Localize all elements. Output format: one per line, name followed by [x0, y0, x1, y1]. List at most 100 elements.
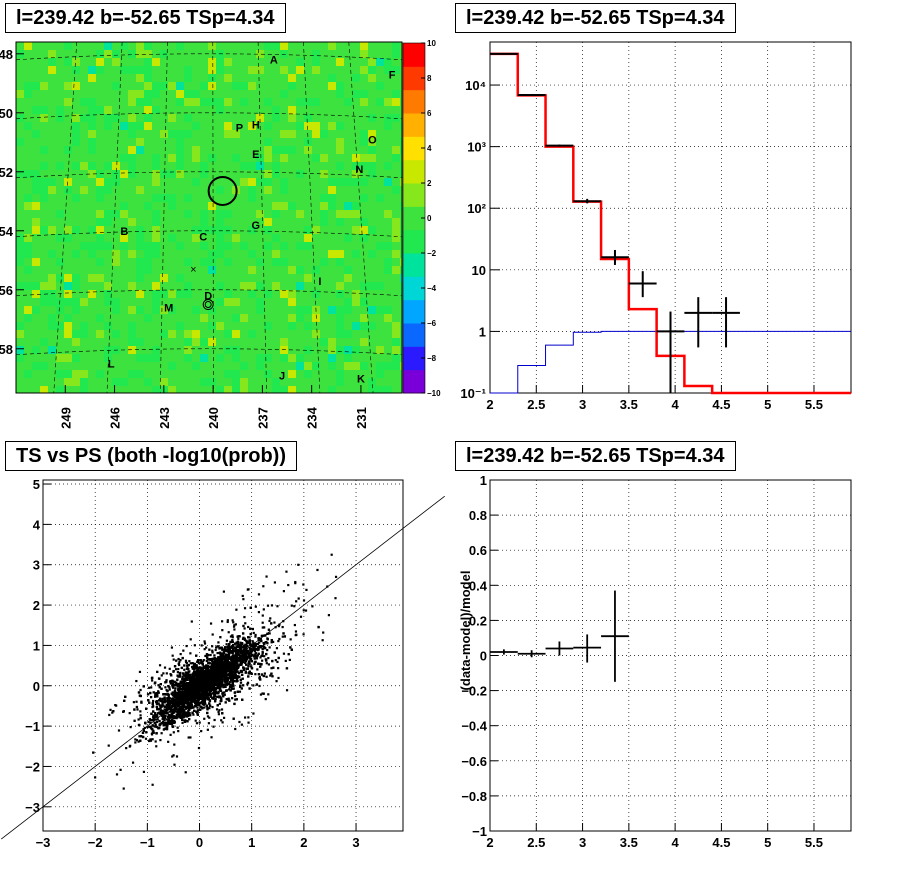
skymap-pixel [368, 114, 376, 122]
skymap-pixel [120, 338, 128, 346]
skymap-pixel [208, 362, 216, 370]
skymap-y-tick-label: -54 [0, 224, 14, 239]
skymap-pixel [192, 290, 200, 298]
skymap-pixel [72, 98, 80, 106]
skymap-pixel [320, 314, 328, 322]
skymap-pixel [264, 370, 272, 378]
skymap-pixel [376, 138, 384, 146]
skymap-pixel [376, 242, 384, 250]
skymap-pixel [360, 146, 368, 154]
skymap-pixel [224, 378, 232, 386]
skymap-pixel [224, 210, 232, 218]
skymap-pixel [232, 114, 240, 122]
skymap-pixel [296, 146, 304, 154]
skymap-pixel [136, 122, 144, 130]
scatter-point [216, 651, 219, 655]
skymap-pixel [144, 274, 152, 282]
skymap-pixel [368, 138, 376, 146]
scatter-point [186, 666, 189, 669]
skymap-pixel [392, 266, 400, 274]
skymap-pixel [128, 250, 136, 258]
scatter-point [254, 635, 257, 638]
skymap-pixel [88, 90, 96, 98]
skymap-pixel [224, 346, 232, 354]
skymap-pixel [272, 306, 280, 314]
skymap-pixel [296, 330, 304, 338]
skymap-pixel [352, 154, 360, 162]
skymap-pixel [136, 50, 144, 58]
skymap-pixel [48, 122, 56, 130]
skymap-pixel [32, 138, 40, 146]
skymap-pixel [280, 218, 288, 226]
skymap-pixel [160, 162, 168, 170]
skymap-pixel [32, 154, 40, 162]
skymap-pixel [56, 138, 64, 146]
skymap-pixel [144, 178, 152, 186]
skymap-pixel [264, 258, 272, 266]
skymap-pixel [384, 298, 392, 306]
skymap-pixel [312, 330, 320, 338]
skymap-pixel [336, 242, 344, 250]
skymap-pixel [256, 186, 264, 194]
skymap-pixel [16, 250, 24, 258]
colorbar-tick-label: 4 [427, 144, 432, 153]
skymap-pixel [72, 90, 80, 98]
skymap-pixel [152, 162, 160, 170]
skymap-pixel [40, 226, 48, 234]
scatter-point [190, 684, 193, 687]
skymap-pixel [176, 274, 184, 282]
skymap-pixel [360, 122, 368, 130]
skymap-pixel [240, 370, 248, 378]
skymap-pixel [208, 58, 216, 66]
skymap-pixel [88, 346, 96, 354]
skymap-pixel [136, 330, 144, 338]
skymap-pixel [104, 386, 112, 393]
scatter-point [259, 656, 262, 659]
skymap-pixel [280, 194, 288, 202]
skymap-pixel [216, 146, 224, 154]
skymap-pixel [304, 74, 312, 82]
skymap-pixel [208, 114, 216, 122]
scatter-x-tick-label: 2 [300, 835, 307, 850]
skymap-pixel [360, 186, 368, 194]
skymap-pixel [152, 66, 160, 74]
skymap-pixel [376, 274, 384, 282]
skymap-pixel [224, 202, 232, 210]
skymap-pixel [136, 178, 144, 186]
skymap-pixel [120, 154, 128, 162]
skymap-pixel [264, 378, 272, 386]
spectrum-y-tick-label: 1 [479, 324, 486, 339]
skymap-pixel [184, 290, 192, 298]
skymap-pixel [352, 194, 360, 202]
skymap-pixel [400, 74, 402, 82]
skymap-pixel [200, 202, 208, 210]
skymap-pixel [80, 66, 88, 74]
skymap-pixel [360, 242, 368, 250]
skymap-pixel [240, 274, 248, 282]
skymap-pixel [288, 66, 296, 74]
scatter-point [197, 661, 200, 665]
skymap-pixel [48, 322, 56, 330]
skymap-pixel [40, 314, 48, 322]
skymap-pixel [40, 258, 48, 266]
skymap-pixel [264, 242, 272, 250]
skymap-pixel [224, 194, 232, 202]
skymap-pixel [104, 234, 112, 242]
scatter-point [223, 693, 226, 696]
scatter-point [152, 714, 155, 717]
skymap-pixel [64, 298, 72, 306]
skymap-pixel [32, 42, 40, 50]
skymap-pixel [352, 98, 360, 106]
skymap-pixel [24, 82, 32, 90]
skymap-pixel [24, 50, 32, 58]
skymap-pixel [360, 306, 368, 314]
skymap-pixel [400, 106, 402, 114]
skymap-pixel [64, 146, 72, 154]
skymap-pixel [144, 202, 152, 210]
skymap-pixel [208, 98, 216, 106]
skymap-pixel [200, 290, 208, 298]
skymap-pixel [400, 194, 402, 202]
skymap-pixel [208, 250, 216, 258]
skymap-pixel [264, 218, 272, 226]
